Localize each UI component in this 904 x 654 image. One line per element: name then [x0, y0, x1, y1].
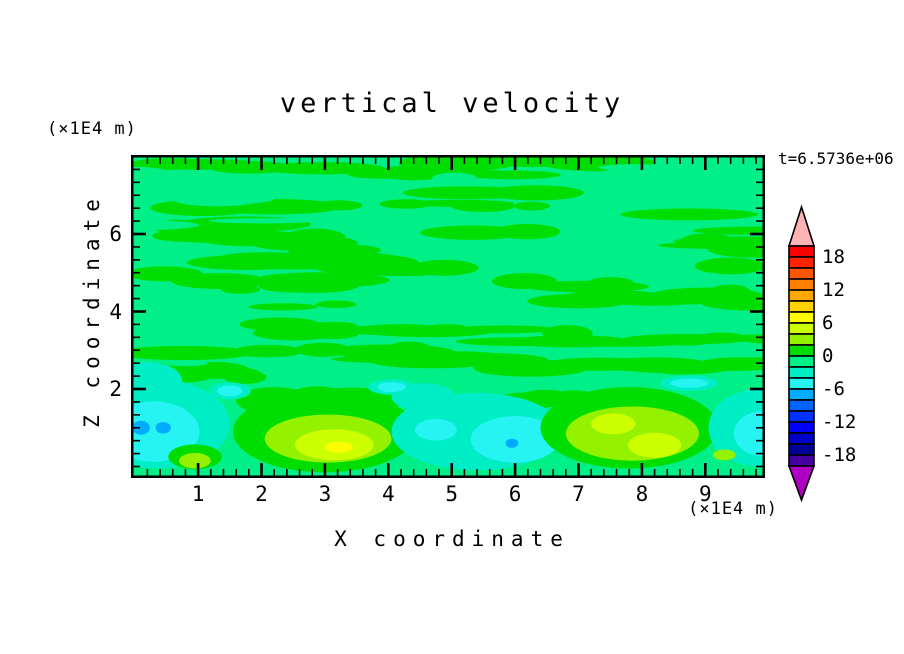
x-tick-label: 5: [445, 482, 459, 506]
colorbar: [787, 204, 816, 503]
x-axis-title: X coordinate: [334, 527, 570, 551]
x-tick-label: 3: [318, 482, 332, 506]
contour-field: [131, 155, 765, 478]
colorbar-tick-label: 18: [822, 246, 845, 268]
y-tick-label: 2: [109, 377, 122, 401]
colorbar-tick-label: 0: [822, 345, 834, 367]
y-tick-label: 4: [109, 299, 122, 324]
x-tick-label: 8: [635, 482, 649, 506]
x-tick-label: 7: [572, 482, 585, 506]
colorbar-segments: [788, 245, 815, 467]
colorbar-tick-label: -18: [822, 444, 857, 466]
x-tick-label: 2: [255, 482, 268, 506]
timestamp-label: t=6.5736e+06: [778, 149, 894, 168]
x-tick-label: 4: [381, 482, 395, 506]
x-tick-label: 9: [698, 482, 712, 506]
colorbar-under-arrow: [787, 465, 816, 503]
y-tick-label: 6: [109, 222, 122, 246]
colorbar-tick-label: -6: [822, 378, 845, 400]
axis-ticks: [133, 157, 763, 476]
contour-plot-area: [131, 155, 765, 478]
x-tick-label: 6: [508, 482, 522, 506]
y-axis-title-text: Z coordinate: [80, 192, 104, 428]
y-axis-unit-label: (×1E4 m): [47, 119, 137, 139]
plot-title: vertical velocity: [279, 88, 625, 119]
colorbar-tick-label: 6: [822, 312, 834, 334]
x-axis-unit-label: (×1E4 m): [688, 499, 778, 519]
colorbar-tick-label: 12: [822, 279, 845, 301]
x-tick-label: 1: [191, 482, 205, 506]
colorbar-tick-label: -12: [822, 411, 857, 433]
plot-border: [131, 155, 765, 478]
colorbar-over-arrow: [787, 204, 816, 247]
